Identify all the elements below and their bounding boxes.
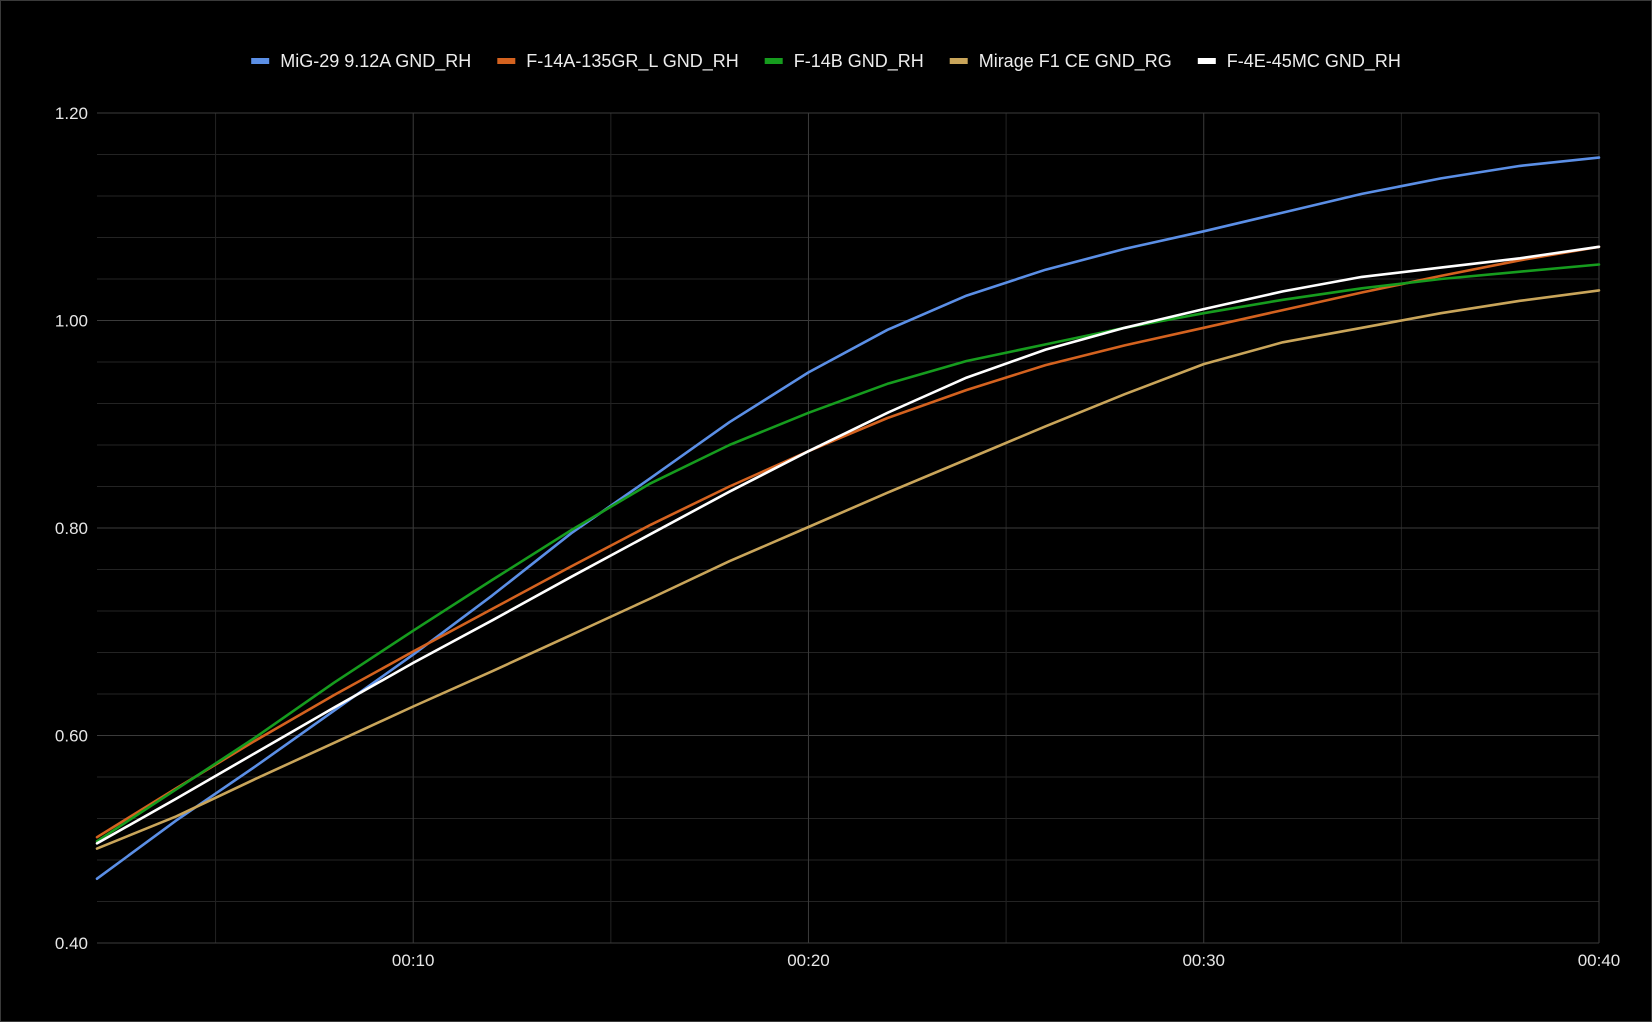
legend-swatch [497, 58, 516, 64]
legend-item: MiG-29 9.12A GND_RH [251, 51, 471, 72]
legend-label: F-14B GND_RH [794, 51, 924, 72]
y-tick-label: 1.00 [55, 312, 88, 331]
x-tick-label: 00:10 [392, 951, 435, 970]
y-tick-label: 0.60 [55, 727, 88, 746]
y-tick-label: 0.40 [55, 934, 88, 953]
series-line-5 [95, 245, 1601, 845]
legend-item: Mirage F1 CE GND_RG [949, 51, 1172, 72]
legend-swatch [764, 58, 783, 64]
series-line-3 [95, 263, 1601, 843]
legend-label: F-4E-45MC GND_RH [1227, 51, 1401, 72]
legend-item: F-14A-135GR_L GND_RH [497, 51, 739, 72]
x-tick-label: 00:30 [1182, 951, 1225, 970]
legend-label: F-14A-135GR_L GND_RH [526, 51, 738, 72]
x-tick-label: 00:40 [1578, 951, 1621, 970]
grid [97, 112, 1600, 944]
series-line-1 [95, 156, 1601, 881]
legend-swatch [949, 58, 968, 64]
series-line-2 [95, 245, 1601, 839]
legend-item: F-14B GND_RH [764, 51, 924, 72]
legend-swatch [251, 58, 270, 64]
series-line-4 [95, 289, 1601, 850]
series-lines [95, 156, 1601, 881]
x-tick-label: 00:20 [787, 951, 830, 970]
legend-label: Mirage F1 CE GND_RG [979, 51, 1172, 72]
axes: 0.40 0.60 0.80 1.00 1.20 00:10 00:20 00:30 00:40 [55, 104, 1620, 970]
y-tick-label: 1.20 [55, 104, 88, 123]
y-tick-label: 0.80 [55, 519, 88, 538]
legend-swatch [1197, 58, 1216, 64]
legend-label: MiG-29 9.12A GND_RH [280, 51, 471, 72]
legend-item: F-4E-45MC GND_RH [1197, 51, 1401, 72]
legend: MiG-29 9.12A GND_RH F-14A-135GR_L GND_RH F… [251, 51, 1401, 72]
